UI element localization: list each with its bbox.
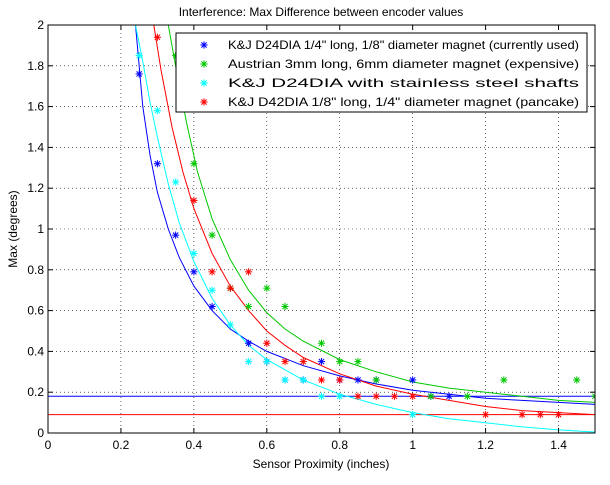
fit-curve-2 bbox=[135, 25, 595, 433]
data-point-3 bbox=[518, 411, 526, 419]
x-tick-label: 0.6 bbox=[258, 438, 275, 452]
data-point-3 bbox=[482, 411, 490, 419]
data-point-1 bbox=[190, 160, 198, 168]
data-point-1 bbox=[573, 376, 581, 384]
x-tick-label: 0.4 bbox=[186, 438, 203, 452]
data-point-1 bbox=[281, 302, 289, 311]
data-point-2 bbox=[317, 392, 326, 400]
data-point-1 bbox=[336, 358, 344, 366]
data-point-1 bbox=[244, 302, 253, 311]
y-axis-label: Max (degrees) bbox=[6, 190, 20, 267]
x-tick-label: 1.2 bbox=[477, 438, 494, 452]
data-point-0 bbox=[244, 339, 253, 347]
fit-curve-3 bbox=[153, 25, 595, 416]
legend-label-0: K&J D24DIA 1/4" long, 1/8" diameter magn… bbox=[228, 38, 579, 52]
data-point-0 bbox=[208, 302, 216, 311]
data-point-1 bbox=[208, 231, 216, 239]
x-tick-label: 1 bbox=[409, 438, 416, 452]
data-point-3 bbox=[536, 411, 544, 419]
data-point-2 bbox=[299, 376, 307, 384]
data-point-0 bbox=[317, 358, 326, 366]
data-point-1 bbox=[591, 392, 595, 400]
data-point-1 bbox=[354, 358, 362, 366]
chart-title: Interference: Max Difference between enc… bbox=[179, 5, 464, 19]
data-point-2 bbox=[263, 358, 271, 366]
y-tick-label: 2 bbox=[37, 18, 44, 32]
data-point-3 bbox=[281, 358, 289, 366]
data-point-3 bbox=[263, 339, 271, 347]
y-tick-label: 1.2 bbox=[27, 181, 44, 195]
legend: K&J D24DIA 1/4" long, 1/8" diameter magn… bbox=[175, 32, 588, 113]
data-point-0 bbox=[409, 376, 417, 384]
data-point-3 bbox=[554, 411, 563, 419]
data-point-0 bbox=[153, 160, 161, 168]
data-point-2 bbox=[153, 107, 161, 115]
data-points bbox=[135, 33, 595, 419]
data-point-3 bbox=[354, 392, 362, 400]
y-tick-label: 0.6 bbox=[27, 304, 44, 318]
legend-box bbox=[175, 32, 588, 113]
data-point-3 bbox=[244, 268, 253, 276]
data-point-3 bbox=[409, 392, 417, 400]
legend-marker-3 bbox=[200, 98, 208, 106]
data-point-2 bbox=[336, 392, 344, 400]
legend-marker-0 bbox=[200, 41, 208, 49]
x-axis-label: Sensor Proximity (inches) bbox=[253, 457, 390, 471]
legend-label-3: K&J D42DIA 1/8" long, 1/4" diameter magn… bbox=[228, 95, 579, 109]
axis-ticks: 0 0.2 0.4 0.6 0.8 1 1.2 1.4 0 0.2 0.4 0.6 0.8 1 1.2 1.4… bbox=[27, 18, 595, 452]
data-point-0 bbox=[445, 392, 453, 400]
data-point-1 bbox=[317, 339, 326, 347]
data-point-0 bbox=[190, 268, 198, 276]
legend-marker-2 bbox=[200, 79, 208, 87]
data-point-3 bbox=[336, 376, 344, 384]
y-tick-label: 0.4 bbox=[27, 344, 44, 358]
data-point-1 bbox=[263, 284, 271, 292]
data-point-2 bbox=[281, 376, 289, 384]
data-point-2 bbox=[208, 286, 216, 294]
y-tick-label: 0.8 bbox=[27, 263, 44, 277]
data-point-3 bbox=[190, 196, 198, 205]
data-point-2 bbox=[244, 358, 253, 366]
y-tick-label: 0 bbox=[37, 426, 44, 440]
x-tick-label: 1.4 bbox=[550, 438, 567, 452]
y-tick-label: 1 bbox=[37, 222, 44, 236]
data-point-0 bbox=[172, 231, 180, 239]
data-point-2 bbox=[135, 52, 143, 60]
data-point-0 bbox=[135, 70, 143, 78]
x-tick-label: 0 bbox=[45, 438, 52, 452]
y-tick-label: 0.2 bbox=[27, 385, 44, 399]
x-tick-label: 0.2 bbox=[113, 438, 130, 452]
data-point-2 bbox=[409, 411, 417, 419]
y-tick-label: 1.8 bbox=[27, 59, 44, 73]
data-point-2 bbox=[190, 249, 198, 258]
data-point-1 bbox=[372, 376, 380, 384]
data-point-3 bbox=[299, 358, 307, 366]
data-point-3 bbox=[226, 284, 234, 292]
data-point-3 bbox=[317, 376, 326, 384]
data-point-2 bbox=[226, 321, 234, 329]
legend-label-1: Austrian 3mm long, 6mm diameter magnet (… bbox=[228, 57, 579, 71]
data-point-2 bbox=[172, 178, 180, 186]
y-tick-label: 1.4 bbox=[27, 140, 44, 154]
legend-marker-1 bbox=[200, 60, 208, 68]
x-tick-label: 0.8 bbox=[331, 438, 348, 452]
data-point-3 bbox=[208, 268, 216, 276]
data-point-1 bbox=[427, 392, 435, 400]
y-tick-label: 1.6 bbox=[27, 100, 44, 114]
data-point-3 bbox=[390, 392, 399, 400]
data-point-1 bbox=[500, 376, 508, 384]
legend-label-2: K&J D24DIA with stainless steel shafts bbox=[228, 76, 579, 90]
data-point-1 bbox=[463, 392, 471, 400]
data-point-3 bbox=[372, 392, 380, 400]
fit-curve-0 bbox=[135, 25, 595, 405]
data-point-3 bbox=[153, 33, 161, 41]
data-point-0 bbox=[354, 376, 362, 384]
